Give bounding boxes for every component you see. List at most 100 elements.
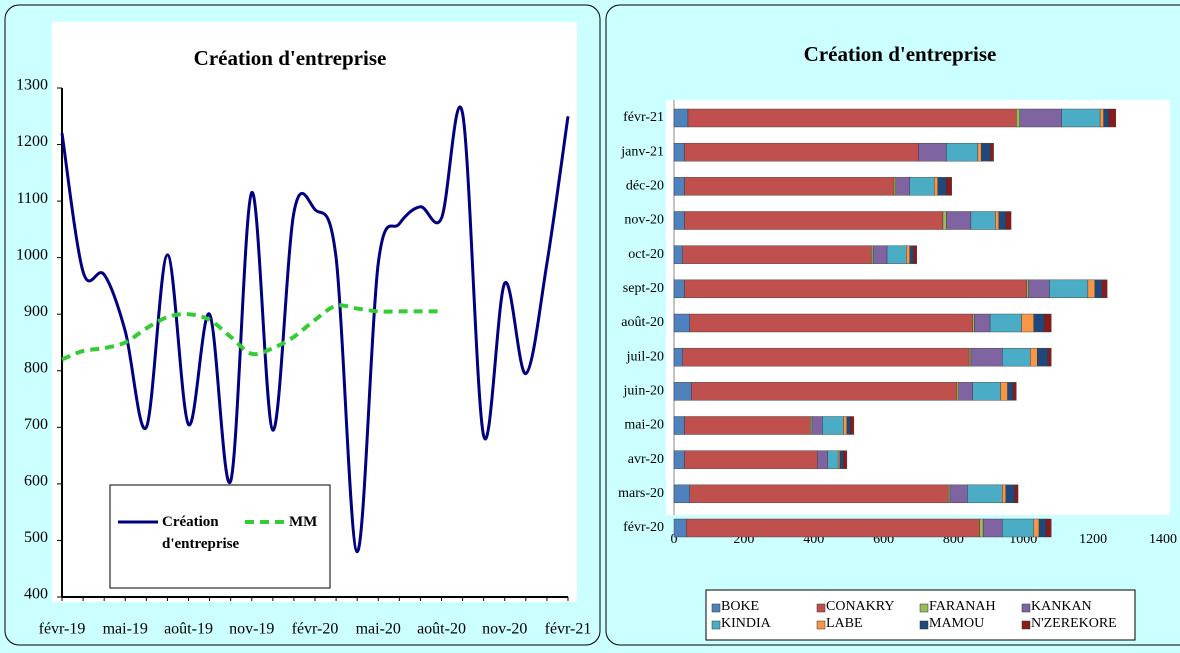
legend-label: CONAKRY (826, 599, 895, 614)
bar-segment (968, 347, 972, 367)
bar-segment (689, 313, 973, 333)
bar-segment (946, 142, 979, 162)
bar-segment (673, 245, 683, 264)
bar-segment (1033, 313, 1045, 333)
legend-label: MAMOU (929, 616, 985, 631)
bar-segment (937, 177, 947, 196)
y-tick-label: 1100 (17, 190, 48, 207)
bar-segment (1005, 211, 1012, 230)
y-tick-label: mars-20 (618, 486, 664, 501)
bar-segment (673, 450, 685, 469)
bar-segment (673, 108, 689, 128)
bar-segment (1028, 279, 1050, 299)
legend-swatch (711, 620, 721, 630)
legend-label: LABE (826, 616, 863, 631)
y-tick-label: 500 (24, 529, 48, 546)
bar-segment (906, 245, 910, 264)
bar-segment (1099, 108, 1104, 128)
x-tick-label: août-20 (417, 621, 466, 638)
right-plot-area (666, 100, 1170, 515)
bar-segment (982, 518, 1003, 538)
bar-segment (956, 382, 959, 401)
bar-segment (1094, 279, 1103, 299)
bar-segment (1030, 347, 1038, 367)
legend-swatch (919, 603, 929, 613)
bar-segment (1002, 484, 1007, 504)
bar-segment (981, 142, 991, 162)
bar-segment (1005, 484, 1015, 504)
bar-segment (972, 382, 1001, 401)
line-series (60, 105, 570, 554)
bar-segment (837, 450, 841, 469)
x-tick-label: août-19 (164, 621, 213, 638)
y-tick-label: juil-20 (626, 349, 664, 364)
bar-segment (1037, 347, 1048, 367)
bar-segment (1012, 382, 1017, 401)
bar-segment (1101, 279, 1108, 299)
y-tick-label: nov-20 (624, 213, 664, 228)
bar-segment (886, 245, 907, 264)
legend-box (705, 589, 1136, 641)
bar-segment (1047, 347, 1052, 367)
bar-segment (846, 416, 851, 435)
bar-segment (967, 484, 1003, 504)
bar-segment (893, 177, 896, 196)
x-tick-label: 0 (671, 532, 678, 547)
chart-title: Création d'entreprise (804, 42, 997, 66)
bar-segment (682, 245, 872, 264)
legend-label: N'ZEREKORE (1031, 616, 1117, 631)
y-tick-label: août-20 (621, 315, 664, 330)
bar-segment (1033, 518, 1040, 538)
bar-segment (1002, 347, 1031, 367)
bar-segment (850, 416, 855, 435)
y-tick-label: 800 (24, 359, 48, 376)
x-tick-label: mai-19 (103, 621, 148, 638)
y-tick-label: 1200 (16, 133, 48, 150)
bar-segment (949, 484, 968, 504)
bar-segment (684, 211, 944, 230)
bar-segment (673, 177, 685, 196)
bar-segment (958, 382, 973, 401)
bar-segment (946, 177, 952, 196)
bar-segment (942, 211, 947, 230)
bar-segment (684, 142, 919, 162)
bar-segment (673, 382, 692, 401)
bar-segment (909, 177, 935, 196)
legend-swatch (816, 620, 826, 630)
bar-segment (1016, 108, 1020, 128)
y-tick-label: févr-20 (623, 520, 664, 535)
bar-segment (822, 416, 844, 435)
bar-segment (684, 177, 895, 196)
bar-segment (1061, 108, 1101, 128)
legend-label: KINDIA (721, 616, 771, 631)
bar-segment (673, 518, 687, 538)
bar-segment (947, 484, 951, 504)
bar-segment (691, 382, 958, 401)
bar-segment (810, 416, 813, 435)
bar-segment (811, 416, 823, 435)
legend-label: MM (289, 514, 318, 530)
bar-segment (684, 450, 818, 469)
bar-segment (1019, 108, 1062, 128)
bar-segment (998, 211, 1007, 230)
y-tick-label: juin-20 (623, 384, 664, 399)
bar-segment (1021, 313, 1034, 333)
y-tick-label: 700 (24, 416, 48, 433)
y-tick-label: 1300 (16, 77, 48, 94)
bar-segment (1026, 279, 1029, 299)
bar-segment (1044, 313, 1052, 333)
x-tick-label: févr-20 (292, 621, 339, 638)
bar-segment (934, 177, 938, 196)
legend-swatch (1021, 603, 1031, 613)
x-tick-label: févr-21 (545, 621, 592, 638)
line-series (61, 303, 442, 362)
x-tick-label: 1400 (1149, 532, 1177, 547)
bar-segment (673, 347, 683, 367)
bar-segment (684, 279, 1027, 299)
y-tick-label: avr-20 (628, 452, 664, 467)
bar-segment (970, 211, 996, 230)
legend-label: FARANAH (929, 599, 996, 614)
bar-segment (895, 177, 910, 196)
